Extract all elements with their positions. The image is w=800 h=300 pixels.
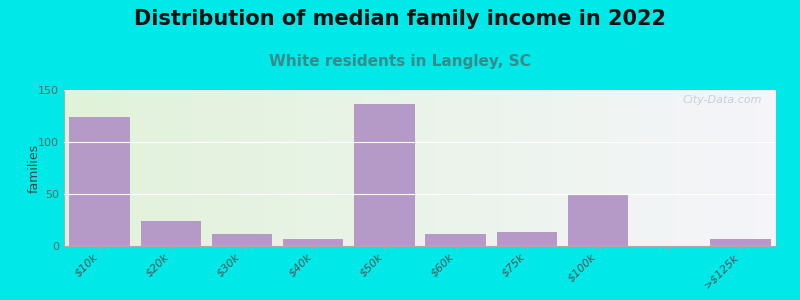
Y-axis label: families: families bbox=[27, 143, 41, 193]
Text: Distribution of median family income in 2022: Distribution of median family income in … bbox=[134, 9, 666, 29]
Bar bbox=[141, 221, 201, 246]
Bar bbox=[710, 239, 770, 246]
Bar bbox=[354, 103, 414, 246]
Bar bbox=[426, 233, 486, 246]
Bar bbox=[283, 239, 343, 246]
Text: White residents in Langley, SC: White residents in Langley, SC bbox=[269, 54, 531, 69]
Bar bbox=[212, 233, 272, 246]
Bar bbox=[568, 195, 628, 246]
Bar bbox=[497, 232, 557, 246]
Text: City-Data.com: City-Data.com bbox=[682, 95, 762, 105]
Bar bbox=[70, 117, 130, 246]
